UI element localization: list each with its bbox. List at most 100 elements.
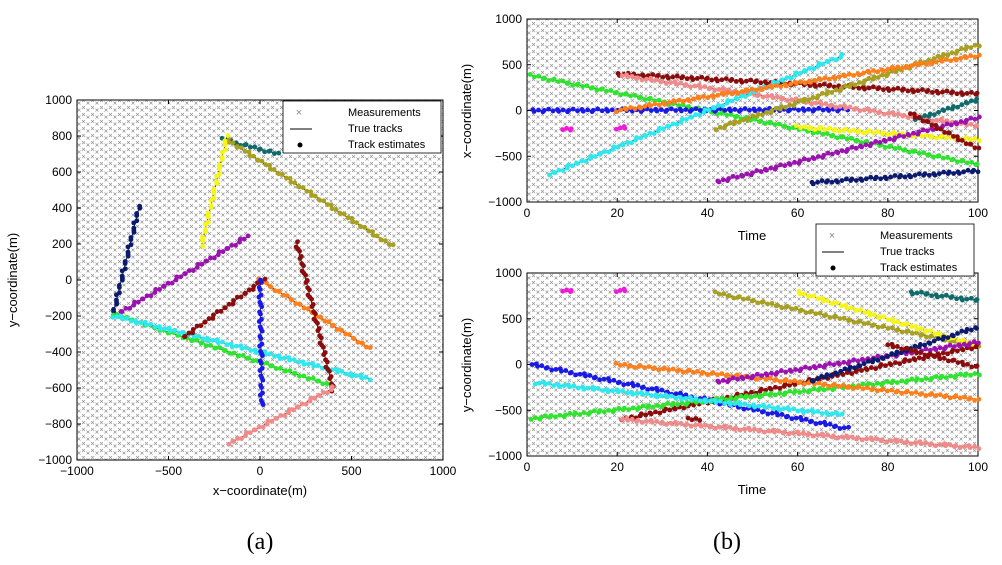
track-estimate-point xyxy=(826,383,832,389)
track-estimate-point xyxy=(890,378,896,384)
track-estimate-point xyxy=(948,58,954,64)
track-estimate-point xyxy=(840,382,846,388)
track-estimate-point xyxy=(721,291,727,297)
track-estimate-point xyxy=(968,121,974,127)
track-estimate-point xyxy=(927,111,933,117)
track-estimate-point xyxy=(960,347,966,353)
track-estimate-point xyxy=(250,358,256,364)
track-estimate-point xyxy=(570,82,576,88)
track-estimate-point xyxy=(899,390,905,396)
track-estimate-point xyxy=(819,102,824,107)
track-estimate-point xyxy=(538,415,544,420)
track-estimate-point xyxy=(220,249,226,255)
track-estimate-point xyxy=(935,90,941,96)
track-estimate-point xyxy=(594,87,600,93)
track-estimate-point xyxy=(712,289,718,295)
track-estimate-point xyxy=(870,382,876,388)
track-estimate-point xyxy=(803,416,809,422)
track-estimate-point xyxy=(780,95,786,101)
track-estimate-point xyxy=(679,108,684,114)
track-estimate-point xyxy=(827,361,832,366)
track-estimate-point xyxy=(734,372,740,378)
track-estimate-point xyxy=(950,104,956,109)
track-estimate-point xyxy=(325,390,330,396)
track-estimate-point xyxy=(196,333,201,339)
track-estimate-point xyxy=(257,368,263,373)
y-tick-label: 0 xyxy=(515,358,522,372)
track-estimate-point xyxy=(835,150,841,156)
track-estimate-point xyxy=(560,78,566,84)
track-estimate-point xyxy=(913,440,918,446)
track-estimate-point xyxy=(792,388,798,394)
track-estimate-point xyxy=(577,412,583,417)
track-estimate-point xyxy=(820,61,826,67)
track-estimate-point xyxy=(127,305,133,311)
track-estimate-point xyxy=(787,382,792,388)
track-estimate-point xyxy=(967,395,973,401)
track-estimate-point xyxy=(316,378,321,384)
track-estimate-point xyxy=(312,193,318,199)
track-estimate-point xyxy=(527,71,533,77)
track-estimate-point xyxy=(293,301,299,306)
track-estimate-point xyxy=(349,373,355,379)
track-estimate-point xyxy=(222,347,228,353)
track-estimate-point xyxy=(679,400,685,406)
track-estimate-point xyxy=(862,86,867,92)
track-estimate-point xyxy=(919,289,924,295)
track-estimate-point xyxy=(355,339,361,345)
track-estimate-point xyxy=(218,308,224,314)
track-estimate-point xyxy=(213,345,219,351)
track-estimate-point xyxy=(919,60,925,66)
track-estimate-point xyxy=(214,309,220,314)
track-estimate-point xyxy=(169,280,175,286)
track-estimate-point xyxy=(788,75,794,81)
track-estimate-point xyxy=(301,305,307,311)
track-estimate-point xyxy=(123,305,129,311)
track-estimate-point xyxy=(958,119,964,124)
track-estimate-point xyxy=(740,173,746,179)
track-estimate-point xyxy=(825,178,831,184)
track-estimate-point xyxy=(924,132,929,138)
track-estimate-point xyxy=(816,105,822,111)
track-estimate-point xyxy=(852,82,858,88)
track-estimate-point xyxy=(119,309,125,314)
track-estimate-point xyxy=(539,363,545,369)
track-estimate-point xyxy=(744,171,750,177)
track-estimate-point xyxy=(932,354,937,360)
track-estimate-point xyxy=(260,424,266,430)
track-estimate-point xyxy=(386,241,392,247)
track-estimate-point xyxy=(908,174,913,180)
track-estimate-point xyxy=(541,108,547,113)
track-estimate-point xyxy=(684,421,690,427)
legend-cross-icon: × xyxy=(296,107,302,119)
track-estimate-point xyxy=(787,107,793,113)
track-estimate-point xyxy=(144,322,149,328)
track-estimate-point xyxy=(258,336,264,341)
track-estimate-point xyxy=(811,66,817,72)
track-estimate-point xyxy=(870,386,876,392)
track-estimate-point xyxy=(801,409,806,415)
track-estimate-point xyxy=(901,86,906,92)
track-estimate-point xyxy=(878,176,884,182)
track-estimate-point xyxy=(865,385,870,391)
track-estimate-point xyxy=(236,353,242,359)
track-estimate-point xyxy=(666,100,672,105)
track-estimate-point xyxy=(750,170,755,176)
track-estimate-point xyxy=(649,78,655,83)
track-estimate-point xyxy=(532,381,538,387)
track-estimate-point xyxy=(122,261,128,266)
track-estimate-point xyxy=(819,373,824,379)
track-estimate-point xyxy=(764,167,769,173)
track-estimate-point xyxy=(947,342,953,348)
track-estimate-point xyxy=(837,361,842,367)
track-estimate-point xyxy=(862,78,867,84)
track-estimate-point xyxy=(882,138,888,144)
track-estimate-point xyxy=(798,79,804,85)
track-estimate-point xyxy=(818,77,823,83)
track-estimate-point xyxy=(717,124,723,130)
track-estimate-point xyxy=(935,53,941,59)
track-estimate-point xyxy=(200,243,206,249)
track-estimate-point xyxy=(556,167,562,173)
track-estimate-point xyxy=(825,412,831,418)
track-estimate-point xyxy=(556,79,561,85)
